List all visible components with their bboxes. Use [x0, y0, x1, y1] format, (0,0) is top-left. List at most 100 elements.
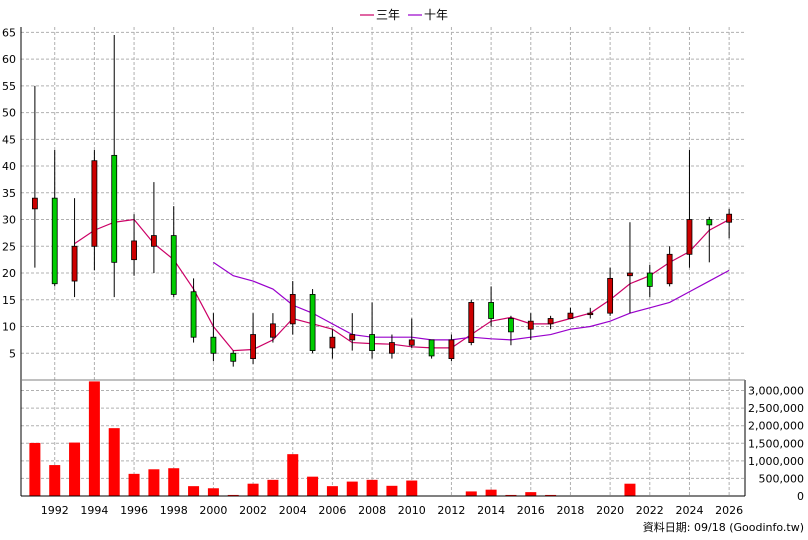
- volume-tick-label: 1,000,000: [748, 455, 804, 468]
- x-tick-label: 2014: [477, 504, 505, 517]
- volume-tick-label: 2,500,000: [748, 402, 804, 415]
- volume-tick-label: 0: [797, 490, 804, 503]
- price-tick-label: 60: [2, 53, 16, 66]
- candle-body-2009: [389, 342, 395, 354]
- x-tick-label: 1992: [41, 504, 69, 517]
- volume-bar-2009: [386, 485, 398, 496]
- x-tick-label: 2002: [239, 504, 267, 517]
- volume-bar-1998: [168, 468, 180, 496]
- x-tick-label: 2008: [358, 504, 386, 517]
- plot-area: [21, 27, 745, 496]
- candle-body-2013: [468, 302, 475, 343]
- x-tick-label: 1996: [120, 504, 148, 517]
- volume-bar-2021: [624, 483, 636, 496]
- price-tick-label: 10: [2, 321, 16, 334]
- x-tick-label: 2020: [596, 504, 624, 517]
- volume-bar-2010: [406, 480, 418, 496]
- candle-body-2012: [448, 339, 455, 360]
- volume-tick-label: 2,000,000: [748, 420, 804, 433]
- candle-body-2022: [646, 272, 653, 287]
- candle-body-2001: [230, 352, 237, 362]
- candle-body-2002: [250, 334, 256, 360]
- price-tick-label: 25: [2, 240, 16, 253]
- volume-bar-1995: [108, 428, 120, 496]
- volume-bar-2000: [207, 488, 219, 496]
- price-tick-label: 5: [9, 347, 16, 360]
- x-tick-label: 2004: [279, 504, 307, 517]
- volume-bar-2004: [287, 454, 299, 496]
- candle-body-2016: [527, 320, 534, 330]
- volume-bars: [29, 381, 735, 497]
- grid: [21, 27, 745, 497]
- volume-bar-2015: [505, 494, 517, 496]
- price-tick-label: 65: [2, 26, 16, 39]
- candle-body-2006: [329, 336, 336, 349]
- candle-body-2003: [270, 323, 276, 338]
- legend: 三年 十年: [360, 8, 448, 22]
- volume-bar-1997: [148, 469, 160, 496]
- candle-body-1994: [91, 160, 98, 247]
- volume-bar-1999: [188, 486, 200, 496]
- volume-bar-2014: [485, 489, 497, 496]
- legend-label-0: 三年: [376, 8, 400, 22]
- x-tick-label: 2016: [517, 504, 545, 517]
- candle-body-1999: [190, 291, 197, 338]
- candle-body-2008: [369, 334, 375, 351]
- volume-bar-1991: [29, 442, 41, 496]
- volume-tick-label: 3,000,000: [748, 385, 804, 398]
- volume-bar-1992: [49, 465, 61, 496]
- x-tick-label: 2018: [556, 504, 584, 517]
- volume-bar-2017: [545, 494, 557, 496]
- volume-bar-2016: [525, 492, 537, 496]
- price-tick-label: 50: [2, 107, 16, 120]
- x-tick-label: 2026: [715, 504, 743, 517]
- candle-body-2018: [567, 312, 574, 319]
- footer-source: 資料日期: 09/18 (Goodinfo.tw): [643, 520, 804, 534]
- price-tick-label: 45: [2, 133, 16, 146]
- candle-body-2020: [607, 277, 614, 314]
- volume-bar-2006: [326, 486, 338, 496]
- price-tick-label: 40: [2, 160, 16, 173]
- candle-body-1992: [51, 197, 58, 285]
- x-tick-label: 2006: [318, 504, 346, 517]
- candle-body-2019: [587, 312, 594, 316]
- x-tick-label: 2010: [398, 504, 426, 517]
- candle-body-2000: [210, 336, 217, 354]
- ma-3yr-line: [74, 218, 730, 352]
- volume-bar-2008: [366, 479, 378, 496]
- volume-bar-2002: [247, 483, 259, 496]
- candle-body-2026: [726, 213, 733, 223]
- candle-body-2023: [666, 253, 673, 285]
- x-tick-label: 2012: [437, 504, 465, 517]
- volume-bar-1993: [69, 442, 81, 496]
- volume-bar-2005: [307, 476, 319, 496]
- volume-tick-label: 500,000: [759, 472, 805, 485]
- candle-body-2024: [686, 219, 693, 255]
- legend-label-1: 十年: [424, 8, 448, 22]
- candle-body-2014: [488, 302, 495, 319]
- price-tick-label: 15: [2, 294, 16, 307]
- volume-bar-2001: [227, 494, 239, 496]
- volume-bar-1996: [128, 473, 140, 496]
- price-tick-label: 30: [2, 214, 16, 227]
- candle-body-2015: [508, 318, 514, 333]
- x-tick-label: 2024: [675, 504, 703, 517]
- price-tick-label: 55: [2, 80, 16, 93]
- price-tick-label: 20: [2, 267, 16, 280]
- x-tick-label: 2000: [199, 504, 227, 517]
- candle-body-1997: [150, 235, 157, 247]
- candlesticks: [31, 35, 733, 367]
- candle-body-1991: [31, 197, 38, 210]
- candle-body-1993: [71, 245, 78, 282]
- x-tick-label: 1998: [160, 504, 188, 517]
- candle-body-2011: [428, 339, 435, 357]
- candle-body-1996: [131, 240, 137, 261]
- candle-body-2017: [547, 318, 554, 325]
- volume-bar-2007: [346, 481, 358, 496]
- candle-body-2025: [706, 219, 713, 226]
- candle-body-1998: [170, 235, 177, 295]
- volume-bar-1994: [88, 381, 100, 496]
- candle-body-1995: [111, 154, 118, 263]
- price-tick-label: 35: [2, 187, 16, 200]
